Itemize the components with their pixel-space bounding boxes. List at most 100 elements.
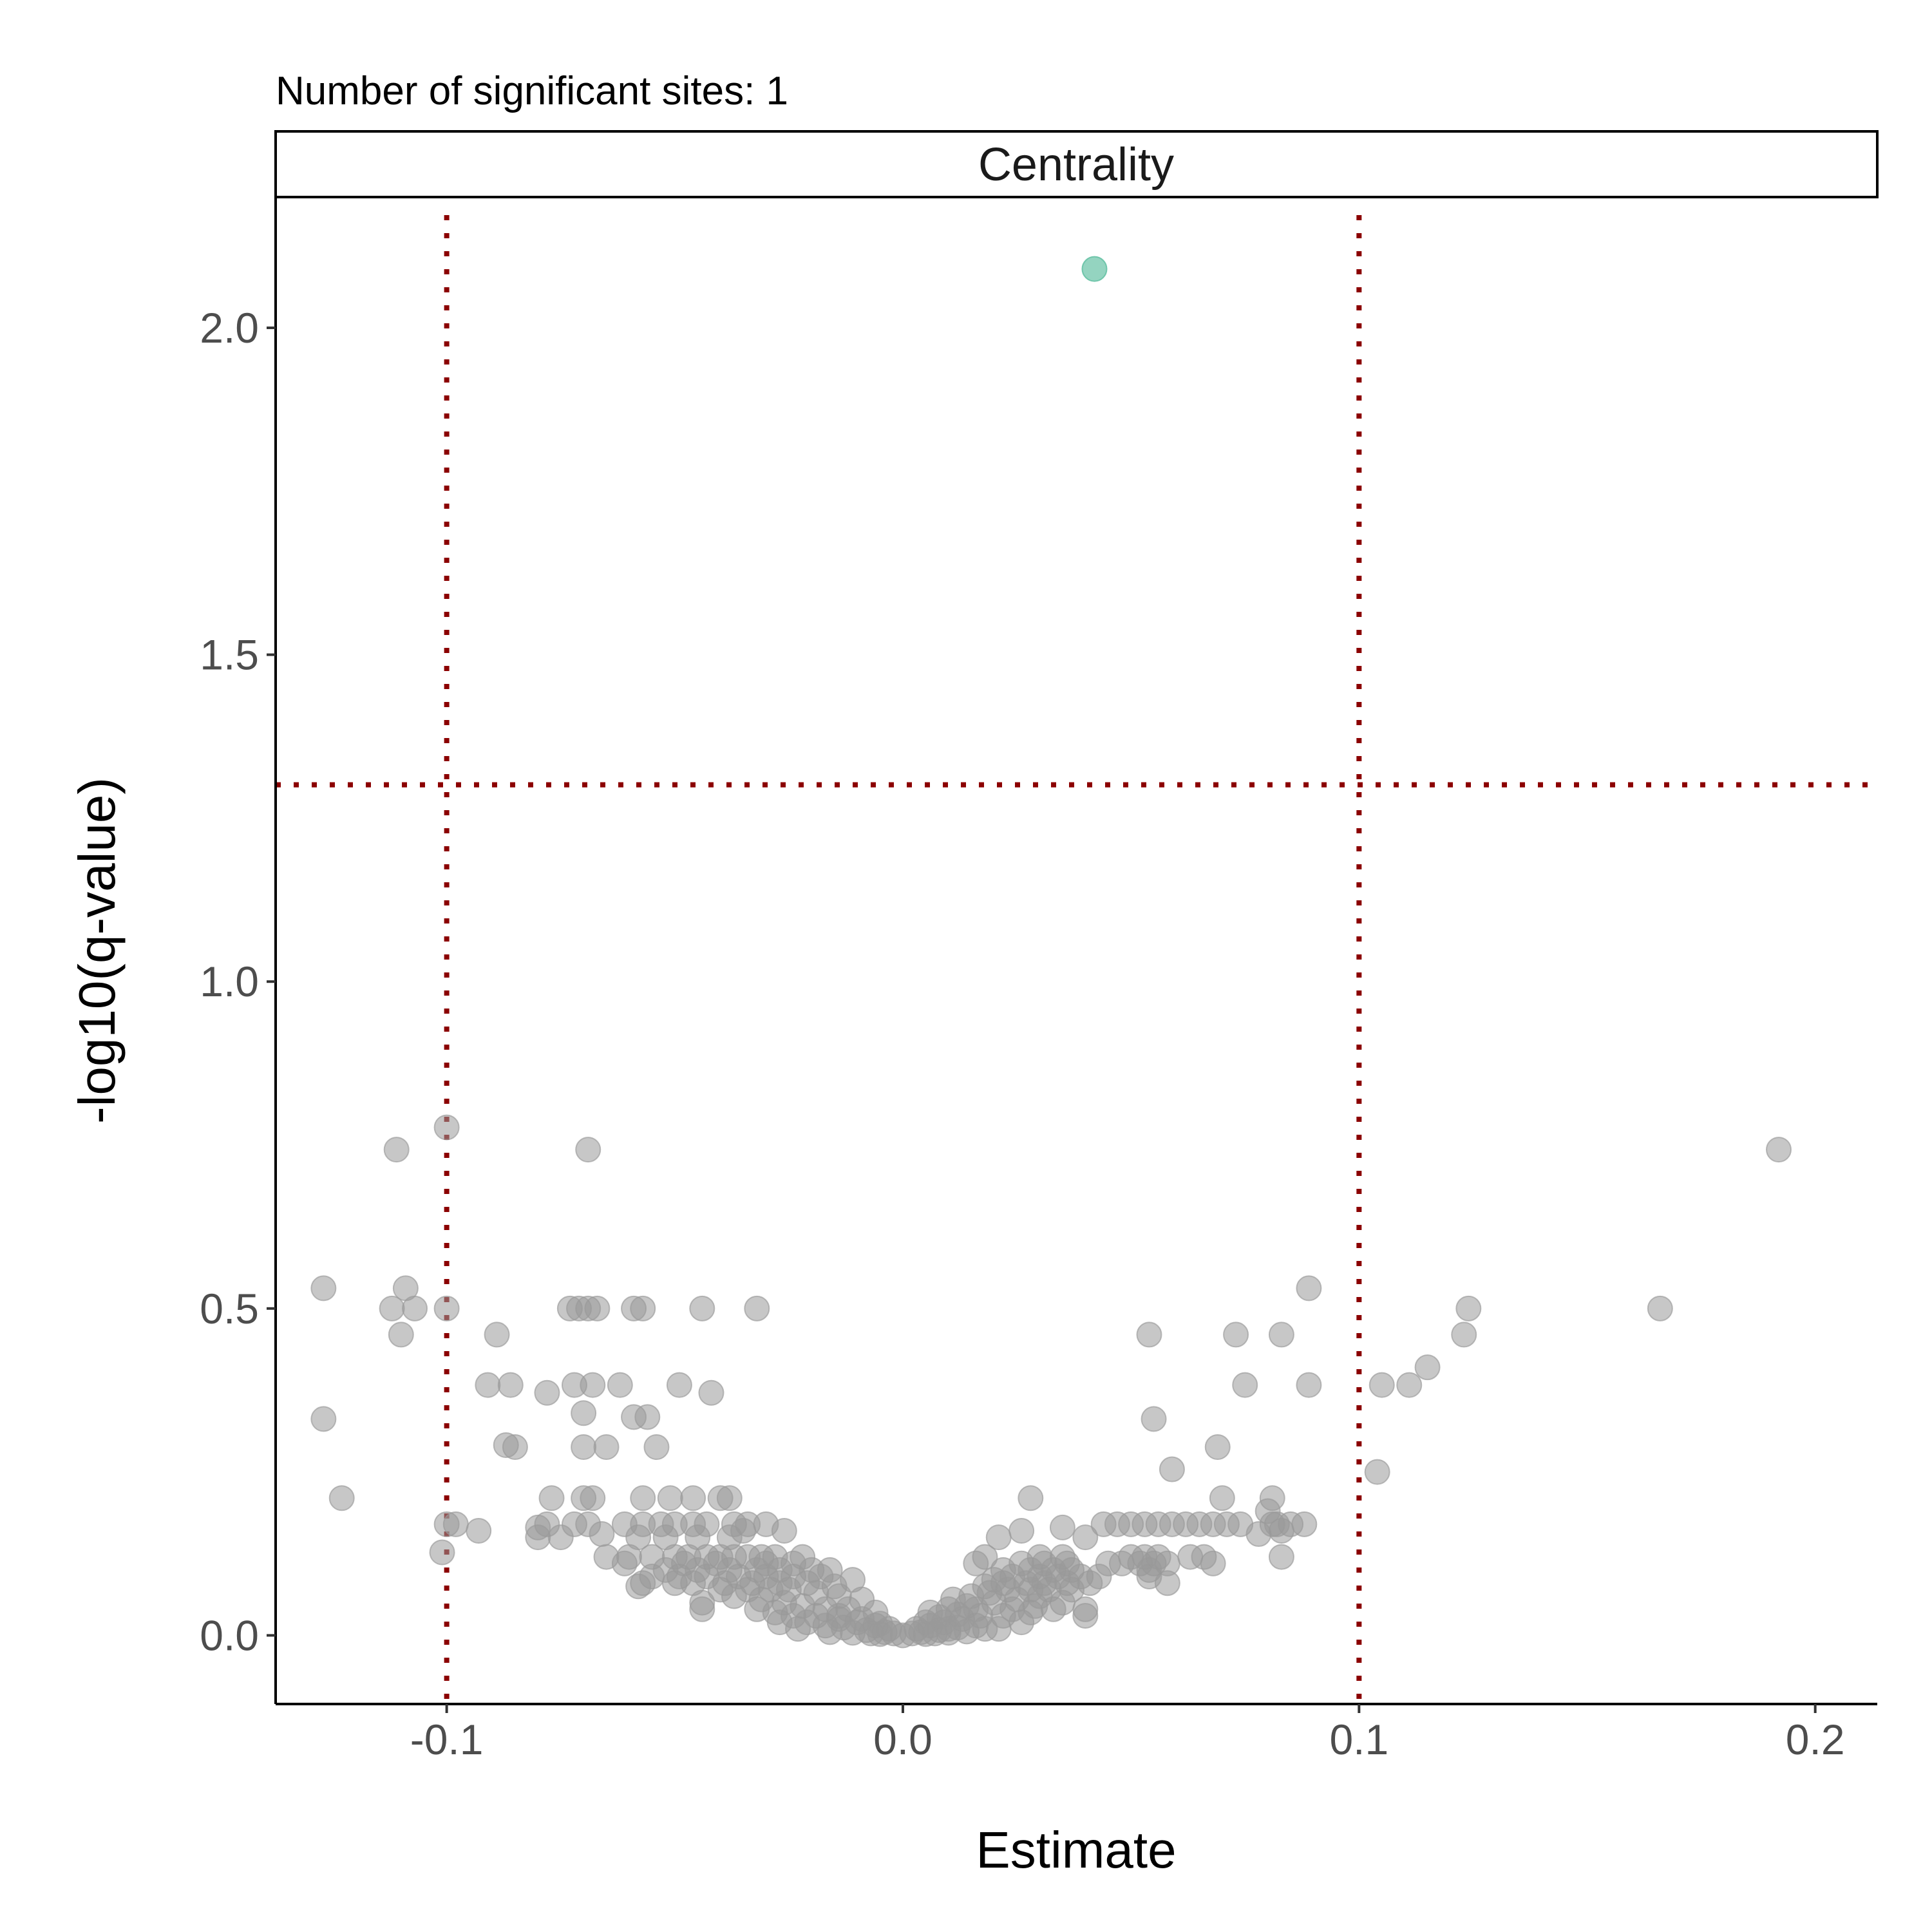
x-tick-label: -0.1 [410, 1716, 484, 1763]
data-point [1136, 1321, 1162, 1348]
data-point [607, 1372, 633, 1398]
data-point [575, 1137, 601, 1163]
data-point [1414, 1354, 1441, 1381]
data-point [985, 1524, 1012, 1551]
x-axis-title: Estimate [976, 1821, 1176, 1879]
data-point [634, 1404, 661, 1430]
data-point [571, 1434, 597, 1461]
data-point [433, 1295, 460, 1321]
chart-subtitle: Number of significant sites: 1 [276, 69, 788, 113]
data-point [379, 1295, 405, 1321]
data-point [1040, 1596, 1066, 1622]
data-point [625, 1573, 652, 1600]
data-points [310, 256, 1792, 1649]
data-point [630, 1295, 656, 1321]
data-point [1364, 1459, 1390, 1485]
data-point [1368, 1372, 1395, 1398]
data-point [388, 1321, 414, 1348]
y-axis-title: -log10(q-value) [68, 777, 126, 1124]
y-tick-label: 1.0 [200, 958, 259, 1005]
data-point [484, 1321, 510, 1348]
data-point [867, 1611, 893, 1637]
data-point [1204, 1434, 1231, 1461]
facet-strip-label: Centrality [978, 139, 1174, 191]
data-point [580, 1372, 606, 1398]
data-point [1765, 1137, 1792, 1163]
data-point [429, 1539, 455, 1566]
data-point-significant [1081, 256, 1108, 282]
data-point [580, 1485, 606, 1511]
data-point [310, 1406, 337, 1432]
data-point [630, 1485, 656, 1511]
data-point [328, 1485, 355, 1511]
y-tick-label: 1.5 [200, 631, 259, 679]
data-point [1647, 1295, 1673, 1321]
data-point [571, 1400, 597, 1426]
data-point [1049, 1514, 1075, 1540]
data-point [666, 1372, 692, 1398]
data-point [744, 1295, 770, 1321]
data-point [383, 1137, 410, 1163]
data-point [1396, 1372, 1423, 1398]
data-point [497, 1372, 524, 1398]
data-point [785, 1616, 811, 1642]
data-point [698, 1379, 724, 1406]
data-point [1209, 1485, 1235, 1511]
data-point [1268, 1321, 1294, 1348]
data-point [310, 1275, 337, 1302]
data-point [1291, 1511, 1318, 1537]
y-axis-ticks: 0.0 0.5 1.0 1.5 2.0 [200, 304, 276, 1659]
y-tick-label: 0.0 [200, 1611, 259, 1659]
data-point [589, 1521, 615, 1548]
y-tick-label: 0.5 [200, 1285, 259, 1332]
data-point [680, 1485, 706, 1511]
data-point [826, 1602, 852, 1629]
data-point [538, 1485, 565, 1511]
x-tick-label: 0.0 [873, 1716, 933, 1763]
data-point [1223, 1321, 1249, 1348]
data-point [1141, 1406, 1167, 1432]
data-point [475, 1372, 501, 1398]
x-axis-ticks: -0.1 0.0 0.1 0.2 [410, 1704, 1845, 1763]
data-point [402, 1295, 428, 1321]
data-point [721, 1583, 747, 1609]
data-point [1296, 1372, 1322, 1398]
data-point [502, 1434, 528, 1461]
data-point [689, 1295, 715, 1321]
facet-strip [274, 130, 1879, 198]
data-point [1451, 1321, 1477, 1348]
data-point [689, 1596, 715, 1622]
data-point [442, 1511, 469, 1537]
data-point [466, 1517, 492, 1544]
data-point [547, 1524, 574, 1551]
data-point [433, 1114, 460, 1141]
y-tick-label: 2.0 [200, 304, 259, 352]
data-point [525, 1524, 551, 1551]
data-point [611, 1550, 638, 1577]
data-point [1268, 1544, 1294, 1570]
data-point [1264, 1511, 1290, 1537]
data-point [593, 1434, 620, 1461]
data-point [1296, 1275, 1322, 1302]
data-point [1455, 1295, 1482, 1321]
data-point [1200, 1550, 1226, 1577]
data-point [643, 1434, 670, 1461]
data-point [584, 1295, 611, 1321]
x-tick-label: 0.1 [1329, 1716, 1388, 1763]
data-point [999, 1596, 1025, 1622]
data-point [963, 1550, 989, 1577]
data-point [1159, 1456, 1185, 1482]
data-point [771, 1517, 797, 1544]
data-point [963, 1596, 989, 1622]
data-point [1072, 1602, 1099, 1629]
data-point [716, 1485, 743, 1511]
threshold-lines [276, 215, 1877, 1704]
data-point [657, 1485, 683, 1511]
data-point [1232, 1372, 1258, 1398]
data-point [1154, 1570, 1180, 1596]
data-point [1009, 1517, 1035, 1544]
x-tick-label: 0.2 [1786, 1716, 1845, 1763]
data-point [1072, 1524, 1099, 1551]
data-point [1018, 1485, 1044, 1511]
